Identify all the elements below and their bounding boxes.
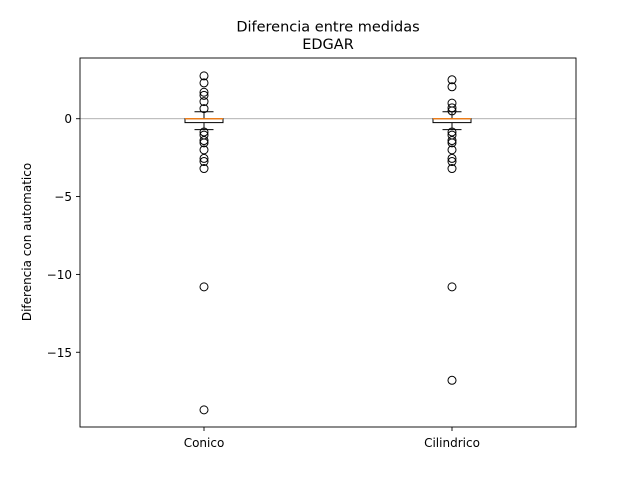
outlier-point <box>199 153 209 163</box>
outlier-point <box>447 75 457 85</box>
outlier-point <box>447 82 457 92</box>
box-group-cilindrico <box>432 75 472 385</box>
box-group-conico <box>184 71 224 415</box>
outlier-point <box>447 282 457 292</box>
outlier-point <box>199 164 209 174</box>
outlier-point <box>447 375 457 385</box>
outlier-point <box>199 145 209 155</box>
outlier-point <box>447 136 457 146</box>
x-tick-label: Conico <box>184 436 225 450</box>
y-tick-label: −5 <box>54 190 72 204</box>
outlier-point <box>199 136 209 146</box>
outlier-point <box>447 98 457 108</box>
y-tick-label: 0 <box>64 112 72 126</box>
outlier-point <box>447 145 457 155</box>
outlier-point <box>199 90 209 100</box>
x-tick-label: Cilindrico <box>424 436 480 450</box>
outlier-point <box>447 138 457 148</box>
plot-frame <box>79 57 577 428</box>
axes: 0 −5 −10 −15 Conico Cilindrico <box>47 57 577 450</box>
outlier-point <box>447 157 457 167</box>
outlier-point <box>447 127 457 137</box>
outlier-point <box>199 282 209 292</box>
plot-area <box>80 71 576 415</box>
chart-subtitle: EDGAR <box>302 37 354 53</box>
outlier-point <box>447 153 457 163</box>
y-tick-label: −10 <box>47 268 72 282</box>
outlier-point <box>199 87 209 97</box>
outlier-point <box>199 157 209 167</box>
y-tick-label: −15 <box>47 346 72 360</box>
outlier-point <box>199 78 209 88</box>
outlier-point <box>447 106 457 116</box>
outlier-point <box>199 127 209 137</box>
outlier-point <box>199 138 209 148</box>
outlier-point <box>199 104 209 114</box>
outlier-point <box>199 97 209 107</box>
y-axis-label: Diferencia con automatico <box>20 163 34 321</box>
chart-title: Diferencia entre medidas <box>236 20 419 36</box>
outlier-point <box>199 405 209 415</box>
outlier-point <box>447 103 457 113</box>
outlier-point <box>447 164 457 174</box>
outlier-point <box>199 71 209 81</box>
